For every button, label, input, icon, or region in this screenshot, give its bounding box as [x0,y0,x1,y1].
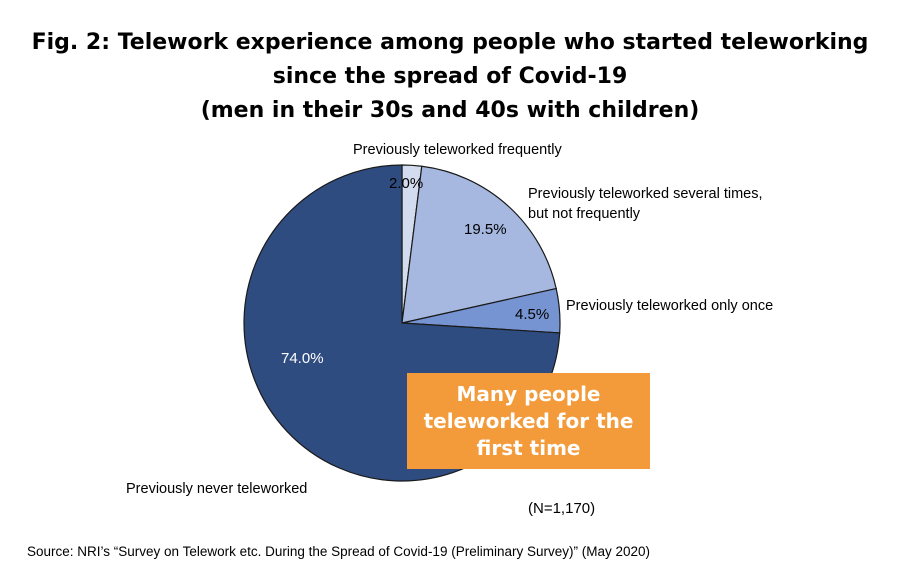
category-label-never: Previously never teleworked [126,481,308,497]
category-label-several-line-2: but not frequently [528,206,641,222]
chart-title-line-3: (men in their 30s and 40s with children) [200,98,700,123]
chart-title: Fig. 2: Telework experience among people… [0,26,900,128]
value-label-several-times: 19.5% [464,221,507,238]
category-label-frequently: Previously teleworked frequently [353,142,562,158]
value-label-once: 4.5% [515,306,550,323]
category-label-several-times: Previously teleworked several times, but… [528,184,763,224]
sample-size-note: (N=1,170) [528,500,596,517]
callout-box: Many people teleworked for the first tim… [407,373,650,469]
callout-line-3: first time [476,435,581,460]
value-label-never: 74.0% [281,350,324,367]
chart-title-line-2: since the spread of Covid-19 [272,64,628,89]
callout-line-1: Many people [456,381,601,406]
source-note: Source: NRI’s “Survey on Telework etc. D… [27,544,650,559]
pie-slice-several-times [401,165,557,324]
callout-line-2: teleworked for the [423,408,634,433]
category-label-once: Previously teleworked only once [566,298,774,314]
value-label-frequently: 2.0% [389,175,424,192]
chart-title-line-1: Fig. 2: Telework experience among people… [31,30,869,55]
category-label-several-line-1: Previously teleworked several times, [528,186,763,202]
